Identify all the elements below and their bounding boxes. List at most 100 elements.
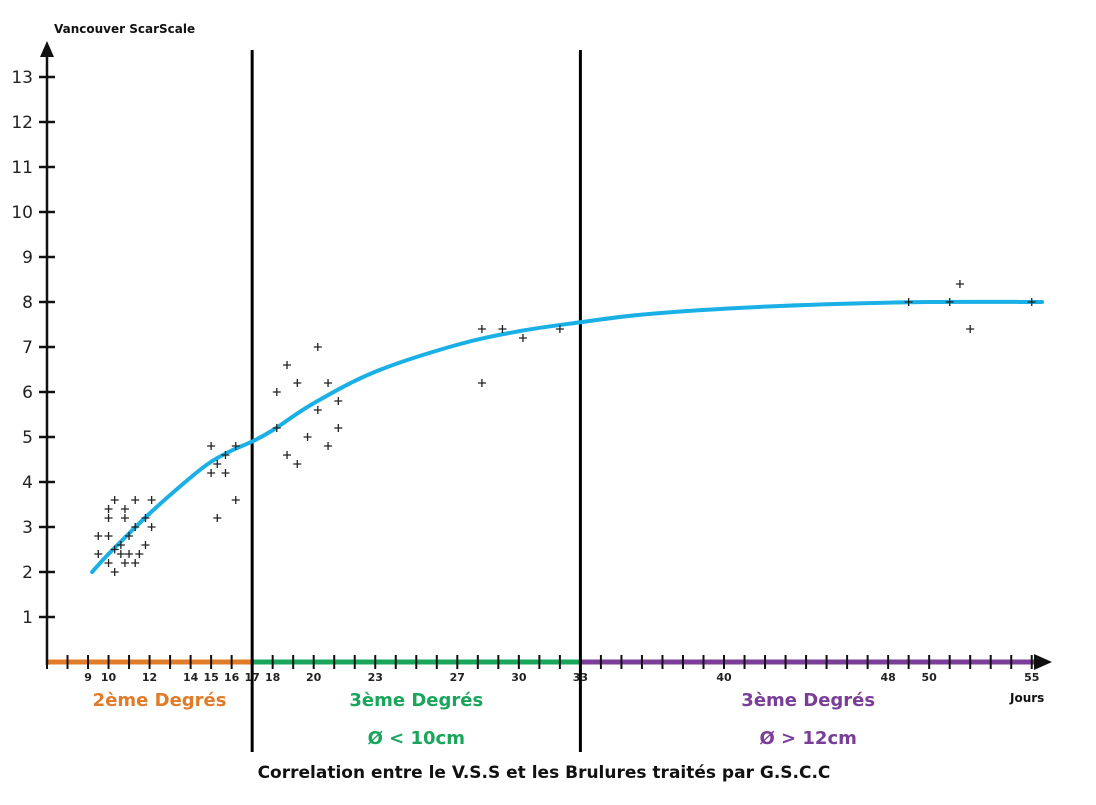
zone-label-3: 3ème Degrés — [741, 690, 875, 711]
data-point-24 — [147, 523, 156, 531]
data-point-10 — [116, 550, 125, 558]
data-point-39 — [303, 433, 312, 441]
x-tick-label-14: 14 — [183, 671, 199, 684]
data-point-18 — [131, 523, 140, 531]
zone-sublabel-2: Ø < 10cm — [368, 728, 465, 749]
data-point-3 — [104, 532, 113, 540]
data-point-55 — [1027, 298, 1036, 306]
data-point-54 — [966, 325, 975, 333]
data-point-32 — [231, 496, 240, 504]
data-point-5 — [104, 505, 113, 513]
data-point-45 — [334, 424, 343, 432]
zone-label-1: 2ème Degrés — [93, 690, 227, 711]
data-point-23 — [147, 496, 156, 504]
y-axis-arrow — [40, 41, 54, 57]
data-point-50 — [555, 325, 564, 333]
x-tick-label-55: 55 — [1024, 671, 1039, 684]
y-tick-label-8: 8 — [22, 293, 33, 313]
data-point-51 — [904, 298, 913, 306]
zone-bars: 2ème Degrés 3ème Degrés Ø < 10cm 3ème Degré… — [47, 654, 1052, 749]
data-point-42 — [324, 379, 333, 387]
data-point-22 — [141, 514, 150, 522]
data-point-41 — [313, 406, 322, 414]
y-tick-label-3: 3 — [22, 518, 33, 538]
x-tick-label-18: 18 — [265, 671, 280, 684]
data-point-19 — [131, 559, 140, 567]
y-tick-label-13: 13 — [11, 68, 33, 88]
data-point-38 — [293, 460, 302, 468]
data-point-31 — [231, 442, 240, 450]
y-tick-label-2: 2 — [22, 563, 33, 583]
data-point-35 — [283, 361, 292, 369]
data-point-37 — [293, 379, 302, 387]
data-point-34 — [272, 424, 281, 432]
data-point-53 — [955, 280, 964, 288]
data-point-46 — [477, 325, 486, 333]
x-tick-label-23: 23 — [368, 671, 383, 684]
y-tick-label-12: 12 — [11, 113, 33, 133]
data-point-49 — [518, 334, 527, 342]
x-axis-arrow — [1034, 654, 1052, 670]
data-point-11 — [116, 541, 125, 549]
chart-caption: Correlation entre le V.S.S et les Brulur… — [258, 763, 831, 783]
data-point-9 — [110, 568, 119, 576]
x-tick-label-16: 16 — [224, 671, 240, 684]
data-point-33 — [272, 388, 281, 396]
data-point-40 — [313, 343, 322, 351]
labels: Vancouver ScarScale Jours Correlation en… — [54, 22, 1044, 783]
data-point-2 — [94, 532, 103, 540]
data-point-17 — [131, 496, 140, 504]
y-axis-title: Vancouver ScarScale — [54, 22, 195, 36]
zone-boundaries — [250, 50, 582, 752]
x-tick-label-27: 27 — [450, 671, 465, 684]
x-tick-label-48: 48 — [880, 671, 895, 684]
y-tick-label-5: 5 — [22, 428, 33, 448]
y-tick-label-11: 11 — [11, 158, 33, 178]
data-point-29 — [221, 469, 230, 477]
y-tick-label-10: 10 — [11, 203, 33, 223]
x-tick-label-50: 50 — [922, 671, 938, 684]
data-points — [94, 280, 1036, 576]
data-point-43 — [324, 442, 333, 450]
x-tick-label-30: 30 — [511, 671, 527, 684]
x-tick-label-40: 40 — [716, 671, 732, 684]
data-point-44 — [334, 397, 343, 405]
data-point-25 — [207, 469, 216, 477]
data-point-48 — [498, 325, 507, 333]
data-point-15 — [125, 550, 134, 558]
y-tick-label-6: 6 — [22, 383, 33, 403]
x-tick-label-10: 10 — [101, 671, 117, 684]
data-point-7 — [110, 545, 119, 554]
data-point-6 — [104, 559, 113, 567]
data-point-26 — [207, 442, 216, 450]
zone-bar-3 — [580, 659, 1036, 665]
data-point-47 — [477, 379, 486, 387]
y-tick-label-7: 7 — [22, 338, 33, 358]
data-point-30 — [221, 451, 230, 459]
data-point-21 — [141, 541, 150, 549]
x-tick-label-9: 9 — [84, 671, 92, 684]
zone-label-2: 3ème Degrés — [349, 690, 483, 711]
y-tick-label-9: 9 — [22, 248, 33, 268]
y-tick-label-1: 1 — [22, 608, 33, 628]
data-point-1 — [94, 550, 103, 558]
data-point-4 — [104, 514, 113, 522]
x-tick-label-12: 12 — [142, 671, 157, 684]
data-point-52 — [945, 298, 954, 306]
data-point-12 — [120, 514, 129, 522]
data-point-8 — [110, 496, 119, 504]
trend-line — [90, 299, 1044, 574]
zone-sublabel-3: Ø > 12cm — [759, 728, 856, 749]
data-point-27 — [213, 460, 222, 468]
data-point-28 — [213, 514, 222, 522]
data-point-20 — [135, 550, 144, 558]
data-point-13 — [120, 505, 129, 513]
x-axis-unit: Jours — [1009, 691, 1044, 705]
x-axis-ticks: 910121415161718202327303340485055 — [46, 655, 1039, 684]
data-point-16 — [125, 532, 134, 540]
x-tick-label-20: 20 — [306, 671, 322, 684]
y-tick-label-4: 4 — [22, 473, 33, 493]
trend-line-group — [90, 299, 1044, 574]
